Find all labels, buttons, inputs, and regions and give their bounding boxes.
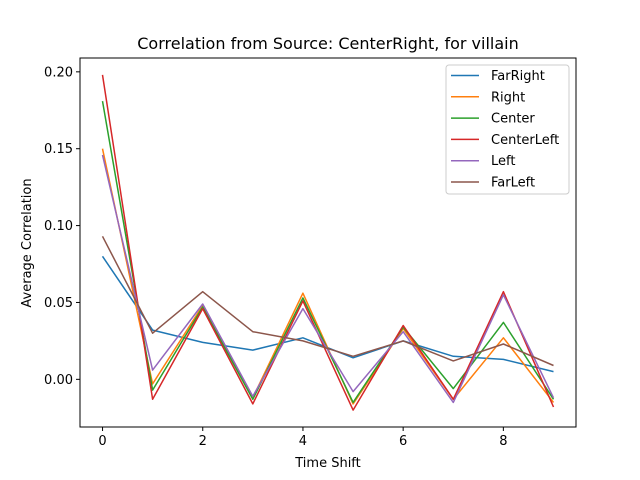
y-tick-label: 0.20: [44, 65, 73, 80]
y-tick-label: 0.00: [44, 373, 73, 388]
legend-label-center: Center: [491, 112, 535, 127]
x-tick-label: 2: [199, 434, 207, 449]
x-axis-label: Time Shift: [294, 456, 361, 471]
x-tick-label: 0: [98, 434, 106, 449]
y-axis-label: Average Correlation: [20, 178, 35, 307]
x-tick-label: 8: [499, 434, 507, 449]
axis-ticks: 0 2 4 6 8 0.00 0.05 0.10 0.15 0.20: [44, 65, 507, 449]
series-lines: [101, 74, 555, 411]
y-tick-label: 0.10: [44, 219, 73, 234]
legend-label-left: Left: [491, 154, 515, 169]
y-tick-label: 0.05: [44, 296, 73, 311]
x-tick-label: 4: [299, 434, 307, 449]
legend-label-centerleft: CenterLeft: [491, 133, 559, 148]
plot-frame: [79, 57, 577, 428]
legend-label-right: Right: [491, 90, 525, 105]
series-line-left: [101, 154, 555, 404]
legend-label-farleft: FarLeft: [491, 176, 535, 191]
chart-title: Correlation from Source: CenterRight, fo…: [137, 34, 519, 53]
y-tick-label: 0.15: [44, 142, 73, 157]
legend-label-farright: FarRight: [491, 69, 545, 84]
series-line-centerleft: [101, 74, 555, 411]
legend: FarRight Right Center CenterLeft Left FarLeft: [445, 64, 570, 195]
series-line-farleft: [101, 235, 554, 367]
x-tick-label: 6: [399, 434, 407, 449]
